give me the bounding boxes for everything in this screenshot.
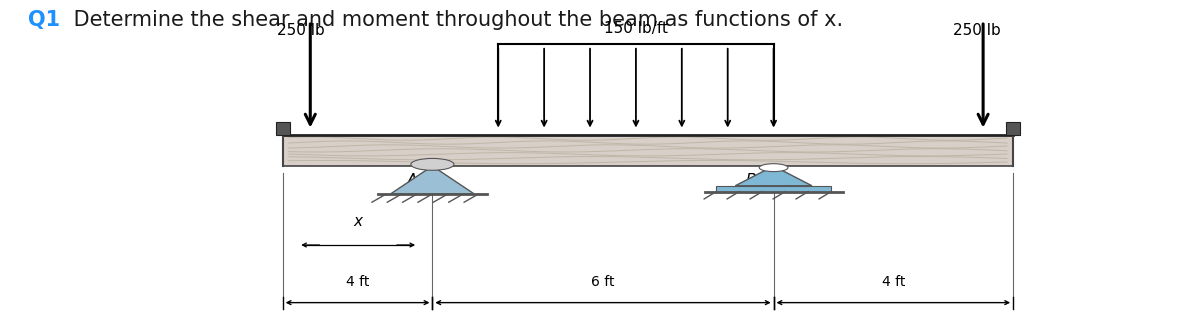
Polygon shape [1006,122,1020,135]
Text: B: B [745,173,756,188]
Text: 250 lb: 250 lb [953,23,1001,38]
Polygon shape [736,166,812,186]
Text: 150 lb/ft: 150 lb/ft [604,21,668,36]
Circle shape [760,164,788,172]
Circle shape [410,158,454,170]
Polygon shape [276,122,290,135]
Text: x: x [354,213,362,228]
Text: 6 ft: 6 ft [592,276,614,290]
Text: Determine the shear and moment throughout the beam as functions of x.: Determine the shear and moment throughou… [67,10,844,30]
Text: 4 ft: 4 ft [882,276,905,290]
Polygon shape [390,166,474,194]
Text: 250 lb: 250 lb [277,23,324,38]
Polygon shape [716,186,832,192]
Polygon shape [283,135,1013,166]
Text: Q1: Q1 [28,10,60,30]
Text: A: A [407,173,416,188]
Text: 4 ft: 4 ft [346,276,370,290]
